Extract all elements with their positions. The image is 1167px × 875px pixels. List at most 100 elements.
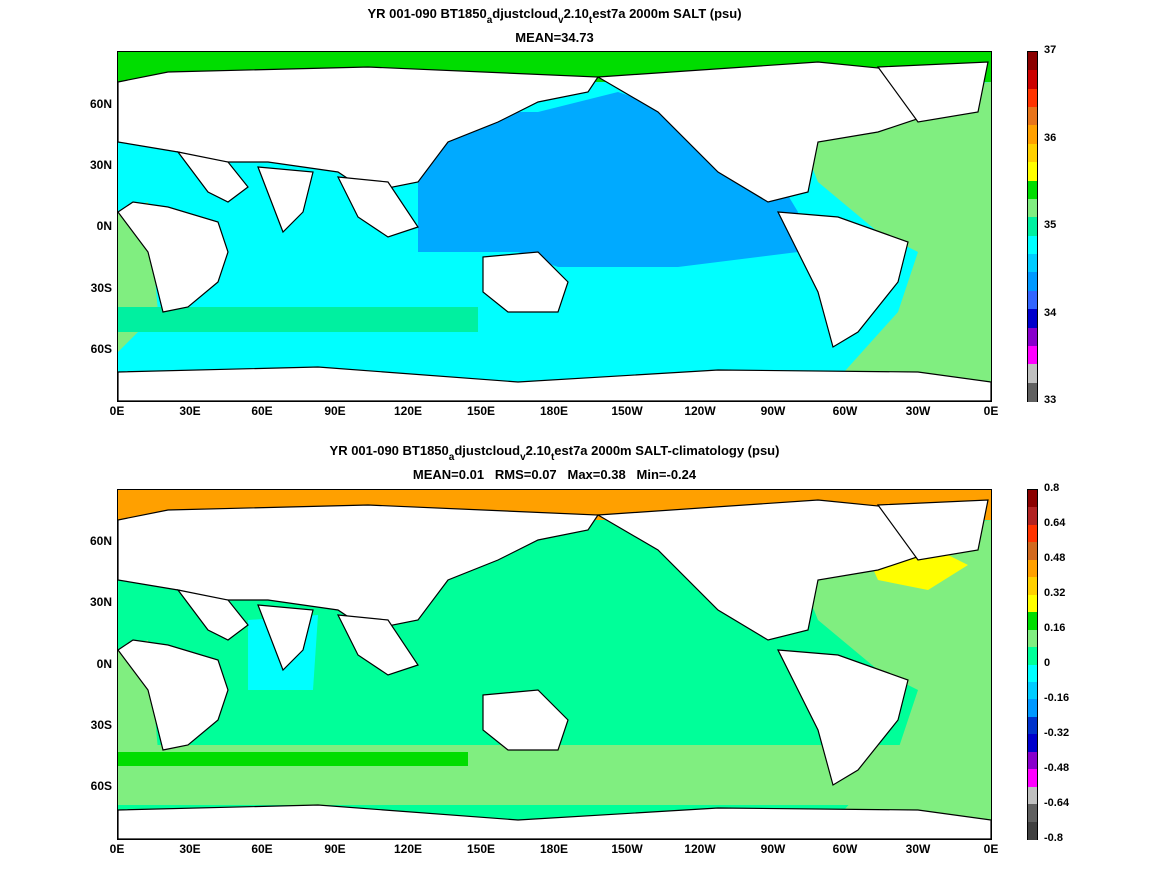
arabia-land — [176, 589, 249, 641]
colorbar-segment — [1028, 290, 1037, 310]
panel2-lon-label: 60E — [251, 842, 273, 856]
colorbar-segment — [1028, 751, 1037, 770]
panel2-lon-label: 150E — [466, 842, 496, 856]
colorbar-segment — [1028, 198, 1037, 218]
panel2-title: YR 001-090 BT1850adjustcloudv2.10test7a … — [329, 443, 780, 463]
panel2-lat-30n: 30N — [89, 595, 112, 609]
colorbar-segment — [1028, 716, 1037, 735]
colorbar-segment — [1028, 217, 1037, 237]
panel2-lon-label: 150W — [611, 842, 643, 856]
colorbar-segment — [1028, 52, 1037, 71]
panel2-lat-0n: 0N — [96, 657, 112, 671]
panel2-lat-30s: 30S — [90, 718, 112, 732]
panel1-lat-60s: 60S — [90, 342, 112, 356]
colorbar-segment — [1028, 629, 1037, 648]
panel2-colorbar-label: 0.16 — [1044, 622, 1066, 634]
panel2-lon-label: 180E — [539, 842, 569, 856]
panel2-colorbar-label: -0.16 — [1044, 692, 1070, 704]
greenland-land — [876, 61, 989, 123]
panel1-lat-0n: 0N — [96, 219, 112, 233]
panel1-lon-label: 120W — [684, 404, 716, 418]
panel2-map-svg — [118, 490, 991, 839]
panel1-lon-label: 90W — [760, 404, 786, 418]
panel2-subtitle: MEAN=0.01 RMS=0.07 Max=0.38 Min=-0.24 — [412, 467, 697, 482]
colorbar-segment — [1028, 364, 1037, 384]
colorbar-segment — [1028, 490, 1037, 508]
panel1-lon-label: 150E — [466, 404, 496, 418]
africa-land — [118, 639, 229, 751]
colorbar-segment — [1028, 681, 1037, 700]
colorbar-segment — [1028, 107, 1037, 127]
colorbar-segment — [1028, 143, 1037, 163]
panel2-lon-label: 90E — [324, 842, 346, 856]
colorbar-segment — [1028, 272, 1037, 292]
colorbar-segment — [1028, 235, 1037, 255]
panel1-lat-30n: 30N — [89, 158, 112, 172]
colorbar-segment — [1028, 345, 1037, 365]
panel1-subtitle: MEAN=34.73 — [515, 30, 594, 45]
colorbar-segment — [1028, 699, 1037, 718]
panel2-colorbar-label: 0.32 — [1044, 587, 1066, 599]
panel2-lon-label: 0E — [983, 842, 999, 856]
south-america-land — [776, 649, 909, 786]
panel2-lon-label: 60W — [832, 842, 858, 856]
panel2-lat-60s: 60S — [90, 779, 112, 793]
panel2-lon-label: 90W — [760, 842, 786, 856]
southeast-asia-land — [336, 176, 419, 238]
eurasia-land — [118, 504, 600, 631]
panel2-colorbar-label: -0.48 — [1044, 762, 1070, 774]
panel1-colorbar-label: 37 — [1044, 44, 1057, 56]
india-land — [257, 166, 314, 234]
panel2-colorbar-label: -0.64 — [1044, 797, 1070, 809]
panel2-map — [117, 489, 992, 840]
colorbar-segment — [1028, 734, 1037, 753]
antarctica-land — [118, 366, 991, 401]
panel2-colorbar-label: 0.64 — [1044, 517, 1066, 529]
panel1-title: YR 001-090 BT1850adjustcloudv2.10test7a … — [367, 6, 742, 26]
panel1-colorbar-label: 35 — [1044, 219, 1057, 231]
panel1-map — [117, 51, 992, 402]
panel2-lat-60n: 60N — [89, 534, 112, 548]
panel2-lon-label: 120W — [684, 842, 716, 856]
colorbar-segment — [1028, 804, 1037, 823]
colorbar-segment — [1028, 786, 1037, 805]
colorbar-segment — [1028, 382, 1037, 402]
colorbar-segment — [1028, 524, 1037, 543]
panel1-lat-30s: 30S — [90, 281, 112, 295]
colorbar-segment — [1028, 664, 1037, 683]
colorbar-segment — [1028, 577, 1037, 596]
panel1-lon-label: 60E — [251, 404, 273, 418]
atlantic-ocean — [798, 82, 991, 401]
panel1-map-svg — [118, 52, 991, 401]
south-america-land — [776, 211, 909, 348]
africa-land — [118, 201, 229, 313]
southeast-asia-land — [336, 614, 419, 676]
panel1-lat-60n: 60N — [89, 97, 112, 111]
colorbar-segment — [1028, 125, 1037, 145]
panel1-lon-label: 90E — [324, 404, 346, 418]
panel1-lon-label: 30E — [179, 404, 201, 418]
panel1-lon-label: 60W — [832, 404, 858, 418]
colorbar-segment — [1028, 254, 1037, 274]
colorbar-segment — [1028, 647, 1037, 666]
australia-land — [482, 689, 569, 751]
india-land — [257, 604, 314, 672]
panel2-colorbar-label: 0.48 — [1044, 552, 1066, 564]
panel1-colorbar-label: 36 — [1044, 132, 1057, 144]
panel2-colorbar-label: -0.32 — [1044, 727, 1070, 739]
arabia-land — [176, 151, 249, 203]
colorbar-segment — [1028, 507, 1037, 526]
panel1-colorbar-label: 34 — [1044, 307, 1057, 319]
panel2-lon-label: 120E — [393, 842, 423, 856]
panel1-colorbar — [1027, 51, 1038, 402]
southern-ocean-band — [118, 752, 468, 766]
panel2-colorbar-label: 0 — [1044, 657, 1051, 669]
greenland-land — [876, 499, 989, 561]
panel2-lon-label: 30E — [179, 842, 201, 856]
panel1-lon-label: 30W — [905, 404, 931, 418]
panel2-colorbar-label: 0.8 — [1044, 482, 1060, 494]
colorbar-segment — [1028, 612, 1037, 631]
australia-land — [482, 251, 569, 313]
colorbar-segment — [1028, 162, 1037, 182]
panel1-lon-label: 0E — [983, 404, 999, 418]
